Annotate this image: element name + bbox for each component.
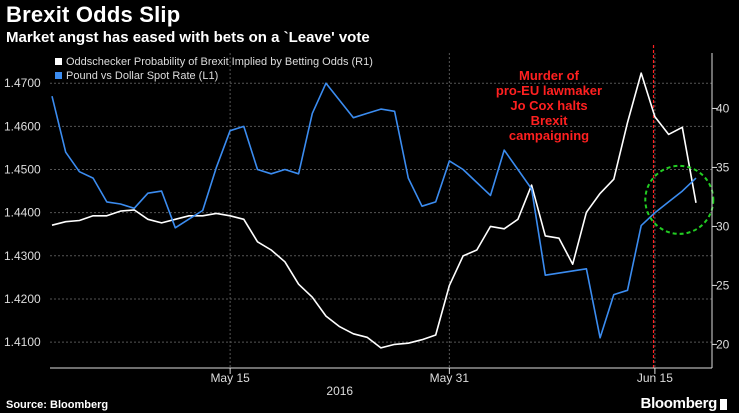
- series-lines: [51, 72, 697, 349]
- highlight-circle-group: [644, 164, 715, 235]
- highlight-circle: [644, 164, 715, 235]
- annotation-group: Murder of pro-EU lawmaker Jo Cox halts Brex…: [496, 68, 602, 143]
- chart-subtitle: Market angst has eased with bets on a `L…: [6, 29, 370, 46]
- event-annotation-line: pro-EU lawmaker: [496, 83, 602, 98]
- legend-swatch-pound: [55, 72, 62, 79]
- event-annotation-line: Jo Cox halts: [510, 98, 587, 113]
- pound-series-line: [51, 82, 697, 339]
- y-left-tick-label: 1.4400: [4, 206, 41, 220]
- y-right-tick-label: 30: [716, 219, 730, 233]
- y-right-tick-label: 40: [716, 101, 730, 115]
- x-tick-label: May 31: [430, 371, 470, 385]
- axes: 1.4100 1.4200 1.4300 1.4400 1.4500 1.4600 1.47…: [4, 53, 730, 398]
- x-tick-label: May 15: [210, 371, 250, 385]
- bloomberg-logo-tab: [720, 399, 727, 410]
- event-annotation-line: Brexit: [531, 113, 569, 128]
- source-note: Source: Bloomberg: [6, 399, 109, 411]
- y-left-tick-label: 1.4100: [4, 335, 41, 349]
- legend: Oddschecker Probability of Brexit Implie…: [55, 56, 373, 82]
- y-right-tick-label: 35: [716, 160, 730, 174]
- y-left-tick-label: 1.4700: [4, 76, 41, 90]
- y-left-tick-label: 1.4500: [4, 163, 41, 177]
- y-left-tick-label: 1.4300: [4, 249, 41, 263]
- legend-label-odds: Oddschecker Probability of Brexit Implie…: [66, 56, 373, 68]
- odds-series-line: [51, 72, 697, 349]
- chart-title: Brexit Odds Slip: [6, 2, 181, 27]
- legend-label-pound: Pound vs Dollar Spot Rate (L1): [66, 70, 218, 82]
- bloomberg-logo: Bloomberg: [640, 395, 718, 412]
- event-annotation-line: Murder of: [519, 68, 580, 83]
- y-left-tick-label: 1.4200: [4, 292, 41, 306]
- x-tick-label: Jun 15: [637, 371, 673, 385]
- legend-swatch-odds: [55, 58, 62, 65]
- gridlines: [50, 53, 712, 368]
- event-annotation-line: campaigning: [509, 128, 589, 143]
- x-axis-label: 2016: [326, 384, 353, 398]
- y-left-tick-label: 1.4600: [4, 119, 41, 133]
- y-right-tick-label: 20: [716, 337, 730, 351]
- event-annotation: Murder of pro-EU lawmaker Jo Cox halts Brex…: [496, 68, 602, 143]
- y-right-tick-label: 25: [716, 278, 730, 292]
